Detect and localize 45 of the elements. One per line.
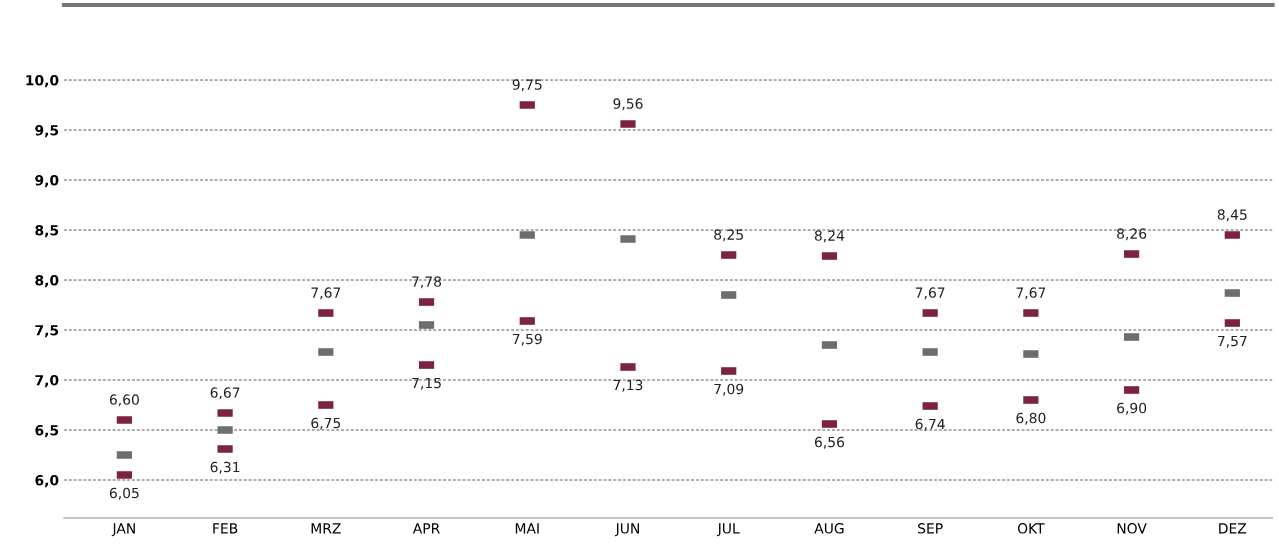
- y-tick-label: 6,5: [35, 424, 59, 438]
- data-label: 7,09: [714, 383, 744, 396]
- y-tick-label: 6,0: [35, 474, 59, 488]
- y-tick-label: 7,5: [35, 325, 59, 338]
- x-tick-label: SEP: [918, 523, 943, 534]
- x-tick-label: DEZ: [1219, 523, 1247, 534]
- data-label: 6,67: [210, 387, 240, 400]
- x-tick-label: JAN: [111, 523, 135, 537]
- data-label: 6,05: [109, 487, 139, 500]
- data-label: 6,56: [814, 436, 845, 449]
- data-label: 6,75: [311, 417, 341, 430]
- y-tick-label: 7,0: [35, 374, 59, 388]
- y-tick-label: 9,5: [35, 125, 59, 138]
- data-label: 7,13: [613, 379, 643, 392]
- x-tick-label: JUL: [716, 523, 740, 537]
- data-label: 7,67: [915, 287, 945, 300]
- data-label: 6,80: [1016, 412, 1046, 425]
- x-tick-label: FEB: [213, 523, 238, 534]
- data-label: 7,15: [412, 377, 441, 390]
- data-label: 7,67: [1016, 287, 1046, 300]
- x-tick-label: MAI: [515, 523, 539, 534]
- data-label: 8,25: [714, 229, 743, 242]
- y-tick-label: 9,0: [35, 174, 59, 188]
- data-label: 6,31: [210, 461, 240, 474]
- data-label: 8,45: [1217, 209, 1247, 222]
- data-label: 8,26: [1117, 228, 1147, 241]
- data-label: 8,24: [814, 230, 845, 243]
- data-label: 7,78: [412, 276, 442, 289]
- x-tick-label: OKT: [1017, 523, 1045, 534]
- data-label: 7,57: [1217, 335, 1247, 348]
- data-label: 6,60: [109, 394, 139, 407]
- y-tick-label: 8,0: [35, 274, 59, 288]
- data-label: 9,56: [613, 98, 643, 111]
- x-tick-label: APR: [412, 523, 440, 534]
- data-label: 6,90: [1117, 402, 1147, 415]
- data-label: 7,59: [512, 333, 542, 346]
- data-label: 6,74: [915, 418, 945, 431]
- data-label: 9,75: [512, 79, 542, 92]
- x-tick-label: NOV: [1117, 523, 1147, 534]
- x-tick-label: JUN: [614, 523, 639, 537]
- data-label: 7,67: [311, 287, 341, 300]
- x-tick-label: AUG: [814, 523, 844, 534]
- y-tick-label: 8,5: [35, 224, 59, 238]
- y-tick-label: 10,0: [26, 75, 59, 88]
- x-tick-label: MRZ: [311, 523, 341, 534]
